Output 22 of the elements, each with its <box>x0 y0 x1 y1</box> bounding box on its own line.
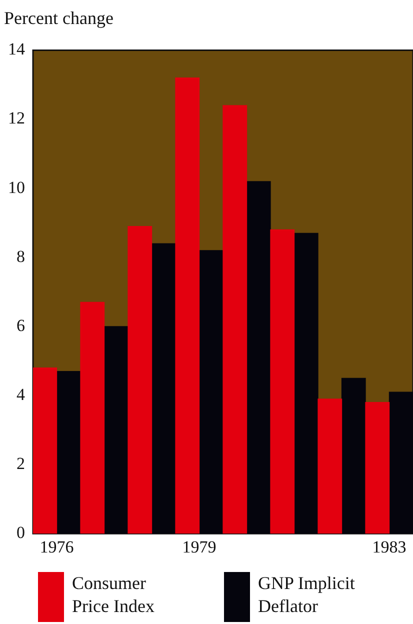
y-tick-label: 2 <box>16 454 25 474</box>
bar <box>318 398 342 534</box>
bar <box>365 402 390 534</box>
y-tick-label: 4 <box>16 384 26 404</box>
y-tick-label: 14 <box>8 40 26 59</box>
bar <box>33 368 58 534</box>
text: GNP Implicit Deflator <box>258 572 356 618</box>
y-tick-label: 8 <box>16 246 25 266</box>
y-tick-label: 6 <box>16 316 25 335</box>
x-tick-label: 1983 <box>372 537 406 556</box>
bar <box>222 105 248 534</box>
x-tick-label: 1976 <box>40 537 74 556</box>
text: Consumer Price Index <box>72 572 156 618</box>
y-axis-title: Percent change <box>3 8 114 30</box>
bar <box>175 77 200 534</box>
bar <box>80 302 105 534</box>
y-tick-label: 12 <box>8 108 25 128</box>
y-tick-label: 10 <box>8 178 25 197</box>
y-tick-label: 0 <box>16 523 25 542</box>
bar <box>270 229 295 534</box>
x-tick-label: 1979 <box>182 537 216 556</box>
bar <box>128 226 152 534</box>
